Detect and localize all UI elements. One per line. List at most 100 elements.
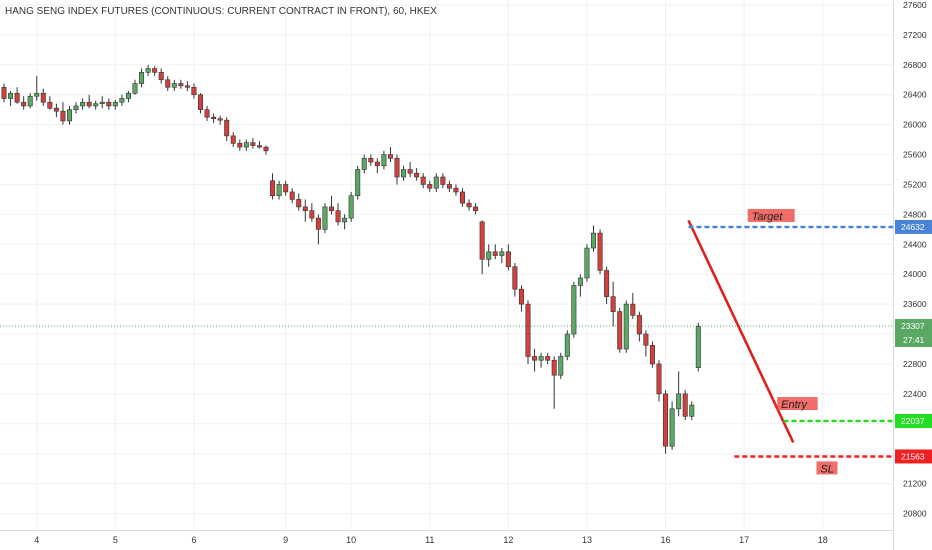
candle — [243, 139, 249, 151]
candle-body — [132, 83, 138, 94]
candle — [125, 91, 131, 103]
candle — [682, 390, 688, 421]
candle-body — [73, 105, 79, 110]
candle-body — [21, 101, 27, 107]
candle-body — [145, 68, 151, 73]
candle — [256, 141, 262, 149]
candle — [230, 132, 236, 148]
candle-body — [302, 206, 308, 211]
candle — [283, 180, 289, 196]
candle-body — [623, 303, 629, 350]
candle-body — [466, 202, 472, 208]
candle-body — [551, 359, 557, 376]
candle — [276, 180, 282, 200]
candle-body — [630, 303, 636, 316]
candle-body — [453, 187, 459, 193]
candle — [361, 154, 367, 174]
candle — [158, 68, 164, 84]
candle — [106, 98, 112, 110]
y-tick-label: 23600 — [903, 299, 927, 309]
candle-body — [237, 143, 243, 148]
candle-body — [309, 210, 315, 219]
x-tick-label: 10 — [346, 535, 356, 545]
candle-body — [643, 333, 649, 346]
candle — [486, 244, 492, 267]
candle-body — [112, 101, 118, 107]
candle-body — [433, 176, 439, 189]
candle — [689, 401, 695, 421]
candle — [597, 229, 603, 275]
candle — [636, 311, 642, 342]
candle — [86, 94, 92, 109]
price-badge-text: 22037 — [901, 416, 925, 426]
candle — [604, 266, 610, 305]
trendline — [687, 219, 795, 444]
candle — [473, 203, 479, 215]
candle — [669, 401, 675, 450]
candle-body — [80, 101, 86, 107]
candle-body — [518, 288, 524, 305]
candle-body — [184, 85, 190, 88]
candle — [564, 330, 570, 361]
candle-body — [387, 154, 393, 159]
candle — [211, 113, 217, 124]
candle-body — [217, 118, 223, 121]
price-badge — [895, 219, 932, 234]
y-tick-label: 24400 — [903, 239, 927, 249]
candle — [1, 83, 7, 103]
candle — [663, 390, 669, 454]
candle-body — [53, 107, 59, 112]
candle-body — [374, 161, 380, 167]
candle — [492, 244, 498, 260]
candle — [348, 191, 354, 222]
candle-body — [604, 270, 610, 297]
candle — [27, 93, 33, 109]
candle — [152, 66, 158, 77]
candle-body — [584, 247, 590, 279]
candle — [342, 214, 348, 230]
candle-body — [86, 101, 92, 107]
price-badge-text: 21563 — [901, 451, 925, 461]
candle-body — [1, 86, 7, 99]
candle-body — [590, 232, 596, 249]
candle-body — [473, 206, 479, 211]
candle-body — [99, 101, 105, 105]
candle-body — [571, 285, 577, 335]
candle — [512, 263, 518, 297]
candle — [132, 79, 138, 95]
candle-body — [558, 356, 564, 376]
candle-body — [191, 86, 197, 96]
x-tick-label: 4 — [34, 535, 39, 545]
candle — [368, 154, 374, 166]
candle-body — [525, 303, 531, 357]
candle — [191, 83, 197, 99]
candle-body — [361, 158, 367, 170]
candle-body — [152, 68, 158, 73]
level-label-box — [747, 208, 795, 222]
candle — [420, 173, 426, 189]
candle — [93, 100, 99, 110]
x-tick-label: 9 — [283, 535, 288, 545]
y-tick-label: 21200 — [903, 479, 927, 489]
candle — [250, 138, 256, 149]
candle — [623, 300, 629, 353]
candle-body — [499, 251, 505, 256]
candle — [263, 145, 269, 155]
candle-body — [204, 109, 210, 118]
candle — [112, 99, 118, 110]
candle-body — [47, 101, 53, 109]
level-target: Target 24632 — [688, 208, 932, 234]
candle-body — [106, 101, 112, 107]
candle — [584, 244, 590, 282]
y-tick-label: 27200 — [903, 30, 927, 40]
candles — [1, 64, 701, 454]
candle — [178, 79, 184, 89]
candle — [198, 93, 204, 114]
candle — [381, 150, 387, 170]
candle — [532, 349, 538, 372]
candle-body — [276, 184, 282, 196]
candle — [525, 300, 531, 364]
candle — [302, 199, 308, 222]
candle-body — [407, 169, 413, 174]
